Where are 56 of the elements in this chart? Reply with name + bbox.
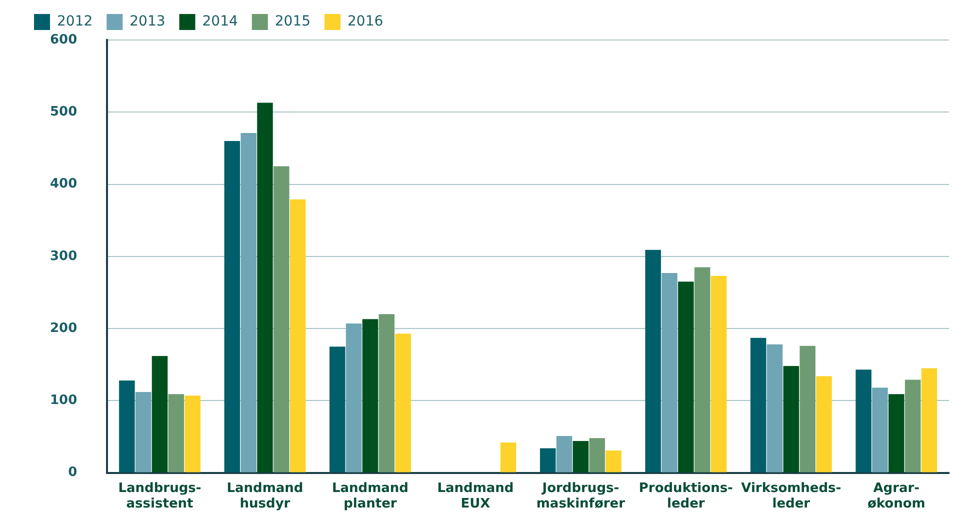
bar (816, 376, 832, 472)
legend-label: 2014 (202, 14, 238, 30)
y-tick-label: 100 (50, 393, 78, 408)
bar (678, 282, 694, 472)
legend-label: 2013 (130, 14, 166, 30)
bar (540, 448, 556, 472)
bar (800, 346, 816, 472)
bar (184, 396, 200, 472)
bar (572, 441, 589, 472)
bar (556, 436, 572, 472)
x-tick-label: Landmand EUX (437, 480, 514, 512)
bar (346, 323, 362, 472)
bar (606, 450, 622, 472)
bar (257, 102, 273, 472)
y-tick-label: 0 (68, 465, 78, 480)
x-tick-label: Virksomheds- leder (741, 480, 842, 512)
bar (362, 319, 378, 472)
bar (119, 380, 135, 472)
y-tick-label: 600 (50, 32, 78, 48)
x-tick-label: Produktions- leder (638, 480, 733, 512)
y-tick-label: 300 (50, 248, 78, 264)
bar (856, 370, 872, 472)
bar (168, 394, 184, 472)
y-tick-label: 500 (50, 104, 78, 120)
x-tick-label: Agrar- økonom (867, 480, 926, 512)
bar (710, 276, 727, 472)
legend-label: 2015 (274, 14, 311, 30)
bar (290, 199, 306, 472)
y-tick-label: 200 (50, 320, 78, 336)
bar (662, 272, 678, 472)
bar (904, 380, 921, 472)
bar (224, 140, 240, 472)
bar (694, 267, 710, 472)
bar (274, 166, 290, 472)
bar (589, 438, 605, 472)
bar (783, 366, 800, 472)
x-tick-label: Landmand planter (332, 480, 408, 512)
bar (135, 392, 152, 472)
legend-label: 2016 (348, 14, 384, 30)
y-tick-label: 400 (50, 176, 78, 192)
x-tick-label: Landmand husdyr (226, 480, 304, 512)
bar (645, 250, 661, 472)
bar (750, 338, 766, 472)
legend-label: 2012 (57, 14, 93, 30)
bar (872, 388, 888, 472)
bar (378, 314, 395, 472)
bar (240, 133, 256, 472)
bar (766, 344, 783, 472)
x-tick-label: Landbrugs- assistent (118, 480, 202, 512)
bar (888, 394, 904, 472)
bar (330, 346, 346, 472)
bar (152, 356, 168, 472)
bar (500, 442, 516, 472)
x-tick-label: Jordbrugs- maskinfører (536, 480, 626, 512)
bar (921, 368, 938, 472)
bar (395, 334, 411, 472)
